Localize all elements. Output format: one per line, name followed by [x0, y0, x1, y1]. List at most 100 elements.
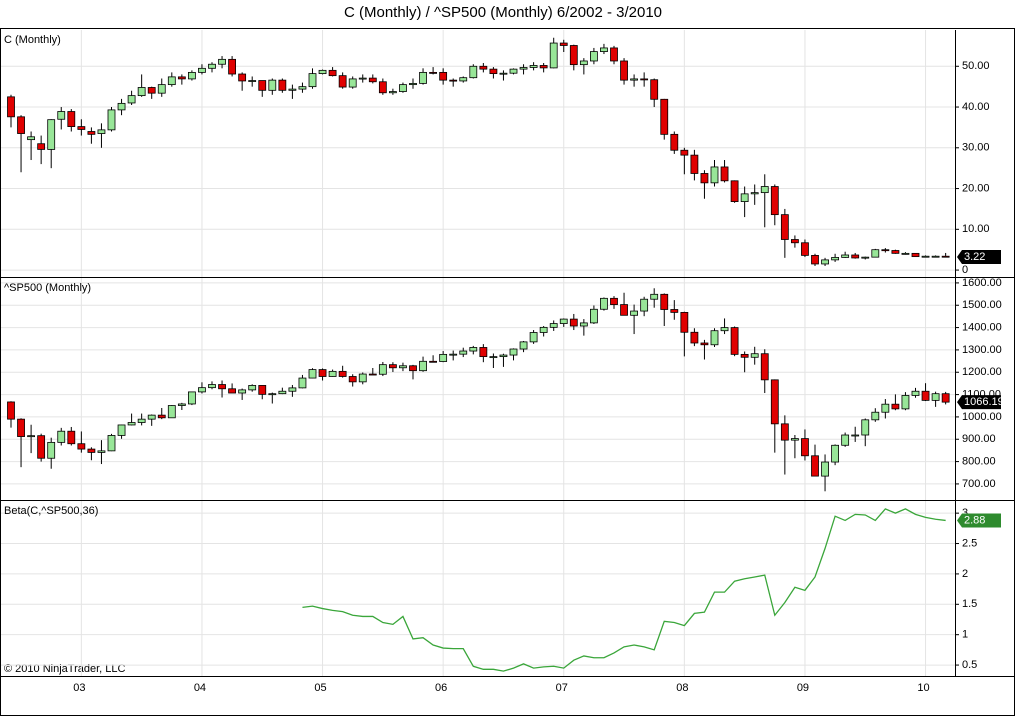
candle-body — [610, 297, 618, 305]
candle-body — [107, 109, 116, 131]
y-tick-label: 1000.00 — [962, 411, 1002, 423]
y-tick-label: 20.00 — [962, 182, 990, 194]
candle-body — [449, 79, 458, 82]
candle-body — [519, 341, 528, 350]
candle-body — [901, 252, 910, 255]
candle-body — [590, 51, 598, 62]
candle-body — [690, 154, 699, 174]
candle-body — [47, 119, 56, 150]
x-tick-label: 07 — [556, 682, 568, 694]
candle-body — [409, 365, 417, 372]
candle-body — [459, 350, 468, 355]
y-tick-label: 0.5 — [962, 659, 977, 671]
candle-body — [107, 435, 116, 452]
candle-body — [198, 387, 206, 393]
candle-body — [399, 365, 407, 369]
candle-body — [137, 87, 146, 97]
candle-body — [499, 354, 508, 358]
candle-body — [368, 77, 377, 83]
y-tick-label: 1400.00 — [962, 321, 1002, 333]
candle-body — [97, 450, 106, 453]
candle-body — [529, 65, 538, 68]
candle-body — [650, 79, 659, 100]
candle-body — [208, 384, 216, 389]
candle-body — [37, 435, 46, 459]
candle-body — [268, 79, 277, 91]
y-tick-label: 30.00 — [962, 142, 990, 154]
candle-body — [519, 67, 528, 70]
candle-body — [348, 376, 357, 383]
candle-body — [57, 111, 66, 120]
candle-body — [218, 58, 226, 65]
candle-body — [7, 401, 15, 420]
panel-title: ^SP500 (Monthly) — [4, 282, 91, 294]
candle-body — [439, 71, 448, 81]
candle-body — [780, 214, 789, 240]
candle-body — [308, 369, 317, 379]
candle-body — [700, 342, 709, 346]
candle-body — [157, 84, 166, 94]
candle-body — [740, 193, 749, 202]
candle-body — [670, 309, 679, 313]
candle-body — [449, 353, 458, 356]
last-value-flag — [957, 395, 1001, 410]
candle-body — [579, 60, 588, 66]
candle-body — [891, 250, 900, 254]
candle-body — [770, 379, 779, 425]
candle-body — [147, 87, 156, 94]
candle-body — [660, 293, 669, 310]
candle-body — [499, 72, 508, 75]
candle-body — [338, 75, 347, 88]
candle-body — [590, 308, 598, 324]
candle-body — [258, 385, 267, 395]
candle-body — [921, 255, 930, 258]
candle-body — [730, 327, 739, 355]
candle-body — [238, 73, 247, 82]
copyright: © 2010 NinjaTrader, LLC — [4, 663, 125, 675]
candle-body — [489, 68, 498, 75]
candle-body — [147, 414, 156, 420]
candle-body — [17, 116, 25, 134]
candle-body — [439, 353, 448, 362]
candle-body — [630, 310, 638, 316]
candle-body — [338, 370, 347, 377]
candle-body — [87, 131, 96, 135]
candle-body — [549, 323, 558, 328]
candle-body — [328, 370, 337, 377]
candle-body — [760, 186, 769, 194]
candle-body — [600, 47, 608, 53]
candle-body — [37, 143, 46, 150]
candle-body — [620, 60, 628, 81]
candle-body — [167, 76, 176, 86]
candle-body — [801, 242, 809, 256]
candle-body — [660, 98, 669, 135]
candle-body — [841, 434, 850, 446]
y-tick-label: 1 — [962, 629, 968, 641]
candle-body — [77, 443, 86, 450]
candle-body — [459, 77, 468, 82]
candle-body — [248, 385, 257, 391]
last-value-label: 2.88 — [964, 514, 985, 526]
candle-body — [469, 347, 478, 352]
candle-body — [851, 254, 860, 259]
y-tick-label: 1600.00 — [962, 277, 1002, 289]
candle-body — [27, 136, 36, 141]
candle-body — [941, 255, 950, 258]
candle-body — [7, 96, 15, 118]
candle-body — [479, 65, 488, 70]
candle-body — [208, 63, 216, 69]
candle-body — [931, 393, 940, 401]
y-tick-label: 900.00 — [962, 433, 996, 445]
candle-body — [801, 438, 809, 457]
candle-body — [278, 390, 287, 395]
y-tick-label: 1500.00 — [962, 299, 1002, 311]
candle-body — [891, 403, 900, 410]
candle-body — [429, 71, 438, 74]
candle-body — [298, 86, 307, 90]
candle-body — [258, 80, 267, 91]
candle-body — [378, 364, 387, 375]
candle-body — [791, 438, 799, 441]
candle-body — [750, 192, 759, 195]
candle-body — [117, 102, 126, 111]
